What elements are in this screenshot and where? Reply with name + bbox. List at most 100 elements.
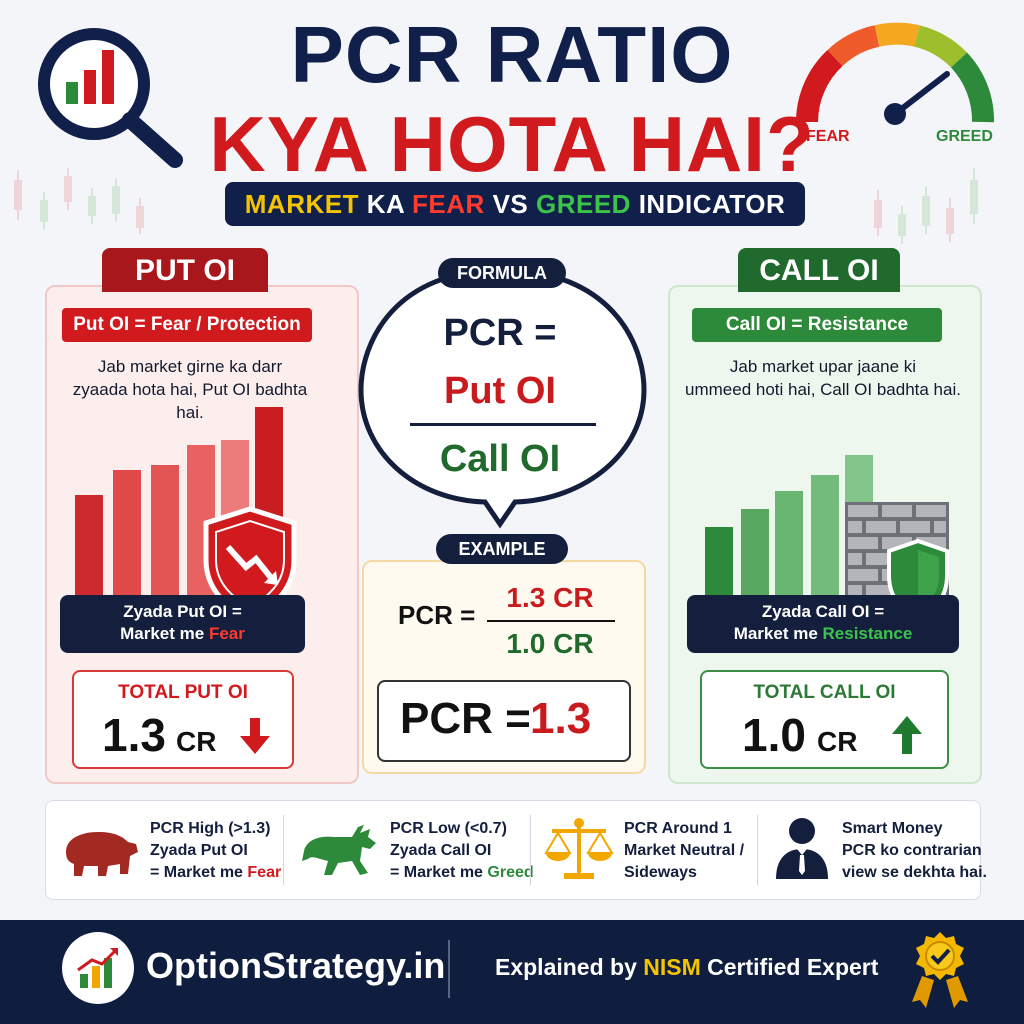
growth-chart-icon [77, 948, 118, 988]
put-oi-note: Zyada Put OI = Market me Fear [60, 595, 305, 653]
legend-low-title: PCR Low (<0.7) [390, 820, 507, 837]
legend-low-text: = Market me [390, 864, 488, 881]
legend-smart-line2: PCR ko contrarian [842, 842, 982, 859]
formula-denominator: Call OI [439, 438, 561, 480]
put-bar [75, 495, 103, 595]
magnifier-chart-icon [38, 28, 183, 168]
businessman-icon [776, 818, 828, 879]
background-candles [14, 168, 978, 244]
legend-high-line3: = Market me Fear [150, 862, 281, 884]
total-call-oi-card: TOTAL CALL OI 1.0 CR [700, 670, 949, 769]
legend-neutral-title: PCR Around 1 [624, 820, 732, 837]
put-bar [151, 465, 179, 595]
legend-low-greed: Greed [487, 864, 534, 881]
put-oi-description: Jab market girne ka darr zyaada hota hai… [60, 355, 320, 424]
legend-high-fear: Fear [247, 864, 282, 881]
example-result-value: 1.3 [530, 694, 592, 743]
subtitle-word-ka: KA [366, 189, 405, 219]
call-oi-tab: CALL OI [738, 248, 900, 292]
tagline-nism: NISM [643, 954, 701, 980]
legend-divider [530, 815, 531, 885]
call-oi-note: Zyada Call OI = Market me Resistance [687, 595, 959, 653]
formula-fraction-line [410, 423, 596, 426]
example-fraction-line [487, 620, 615, 622]
example-tag: EXAMPLE [436, 534, 568, 564]
call-bar [811, 475, 839, 595]
total-call-oi-value: 1.0 [742, 709, 806, 761]
legend-divider [757, 815, 758, 885]
legend-low-line2: Zyada Call OI [390, 842, 492, 859]
example-denominator: 1.0 CR [506, 628, 594, 659]
call-desc-line2: ummeed hoti hai, Call OI badhta hai. [685, 380, 961, 399]
put-bar [113, 470, 141, 595]
total-put-oi-unit: CR [176, 726, 217, 757]
legend-high-title: PCR High (>1.3) [150, 820, 271, 837]
example-result-label: PCR = [400, 694, 531, 743]
example-numerator: 1.3 CR [506, 582, 594, 613]
subtitle-word-vs: VS [492, 189, 529, 219]
gauge-fear-label: FEAR [806, 128, 850, 145]
bear-icon [66, 832, 138, 876]
page-title-question: KYA HOTA HAI? [209, 100, 815, 188]
pcr-legend-panel [45, 800, 981, 900]
gauge-greed-label: GREED [936, 128, 993, 145]
call-note-resistance: Resistance [822, 624, 913, 643]
formula-tag: FORMULA [438, 258, 566, 288]
footer-bar [0, 920, 1024, 1024]
brand-name: OptionStrategy.in [146, 945, 446, 986]
legend-high-line2: Zyada Put OI [150, 842, 248, 859]
formula-lhs: PCR = [443, 312, 557, 354]
bull-icon [302, 825, 376, 875]
put-note-fear: Fear [208, 624, 245, 643]
call-bar [705, 527, 733, 595]
tagline-text: Explained by [495, 954, 644, 980]
call-oi-description: Jab market upar jaane ki ummeed hoti hai… [683, 355, 963, 401]
legend-smart-line3: view se dekhta hai. [842, 864, 987, 881]
total-put-oi-card: TOTAL PUT OI 1.3 CR [72, 670, 294, 769]
legend-smart-title: Smart Money [842, 820, 943, 837]
put-desc-line2: zyaada hota hai, Put OI badhta hai. [72, 380, 308, 422]
example-result-box [377, 680, 631, 762]
subtitle-word-indicator: INDICATOR [638, 189, 786, 219]
call-oi-definition: Call OI = Resistance [692, 308, 942, 342]
total-call-oi-unit: CR [817, 726, 858, 757]
scale-icon [544, 818, 614, 879]
legend-neutral-line3: Sideways [624, 864, 697, 881]
formula-bubble [358, 267, 647, 529]
example-lhs: PCR = [398, 600, 476, 630]
legend-divider [283, 815, 284, 885]
call-note-line1: Zyada Call OI = [761, 602, 885, 621]
call-desc-line1: Jab market upar jaane ki [729, 357, 917, 376]
legend-item-low: PCR Low (<0.7) Zyada Call OI = Market me… [390, 818, 534, 884]
put-note-text: Market me [120, 624, 209, 643]
subtitle-word-fear: FEAR [412, 189, 485, 219]
call-bar [775, 491, 803, 595]
call-note-text: Market me [733, 624, 823, 643]
call-note-line2: Market me Resistance [687, 623, 959, 645]
footer-divider [448, 940, 450, 998]
legend-low-line3: = Market me Greed [390, 862, 534, 884]
call-bar [741, 509, 769, 595]
arrow-up-icon [892, 716, 922, 754]
footer-tagline: Explained by NISM Certified Expert [495, 954, 878, 981]
fear-greed-gauge-icon [796, 22, 994, 125]
formula-numerator: Put OI [444, 370, 556, 412]
legend-high-text: = Market me [150, 864, 248, 881]
total-put-oi-value: 1.3 [102, 709, 166, 761]
legend-item-smart-money: Smart Money PCR ko contrarian view se de… [842, 818, 987, 884]
page-title: PCR RATIO [290, 10, 734, 99]
put-oi-tab: PUT OI [102, 248, 268, 292]
put-note-line2: Market me Fear [60, 623, 305, 645]
tagline-rest: Certified Expert [700, 954, 879, 980]
legend-neutral-line2: Market Neutral / [624, 842, 745, 859]
put-oi-definition: Put OI = Fear / Protection [62, 308, 312, 342]
certified-badge-icon [912, 932, 968, 1008]
subtitle-banner: MARKET KA FEAR VS GREED INDICATOR [225, 182, 805, 226]
arrow-down-icon [240, 718, 270, 754]
put-note-line1: Zyada Put OI = [123, 602, 242, 621]
total-put-oi-label: TOTAL PUT OI [118, 682, 248, 703]
legend-item-high: PCR High (>1.3) Zyada Put OI = Market me… [150, 818, 281, 884]
total-call-oi-label: TOTAL CALL OI [753, 682, 896, 703]
put-desc-line1: Jab market girne ka darr [97, 357, 283, 376]
subtitle-word-greed: GREED [535, 189, 631, 219]
